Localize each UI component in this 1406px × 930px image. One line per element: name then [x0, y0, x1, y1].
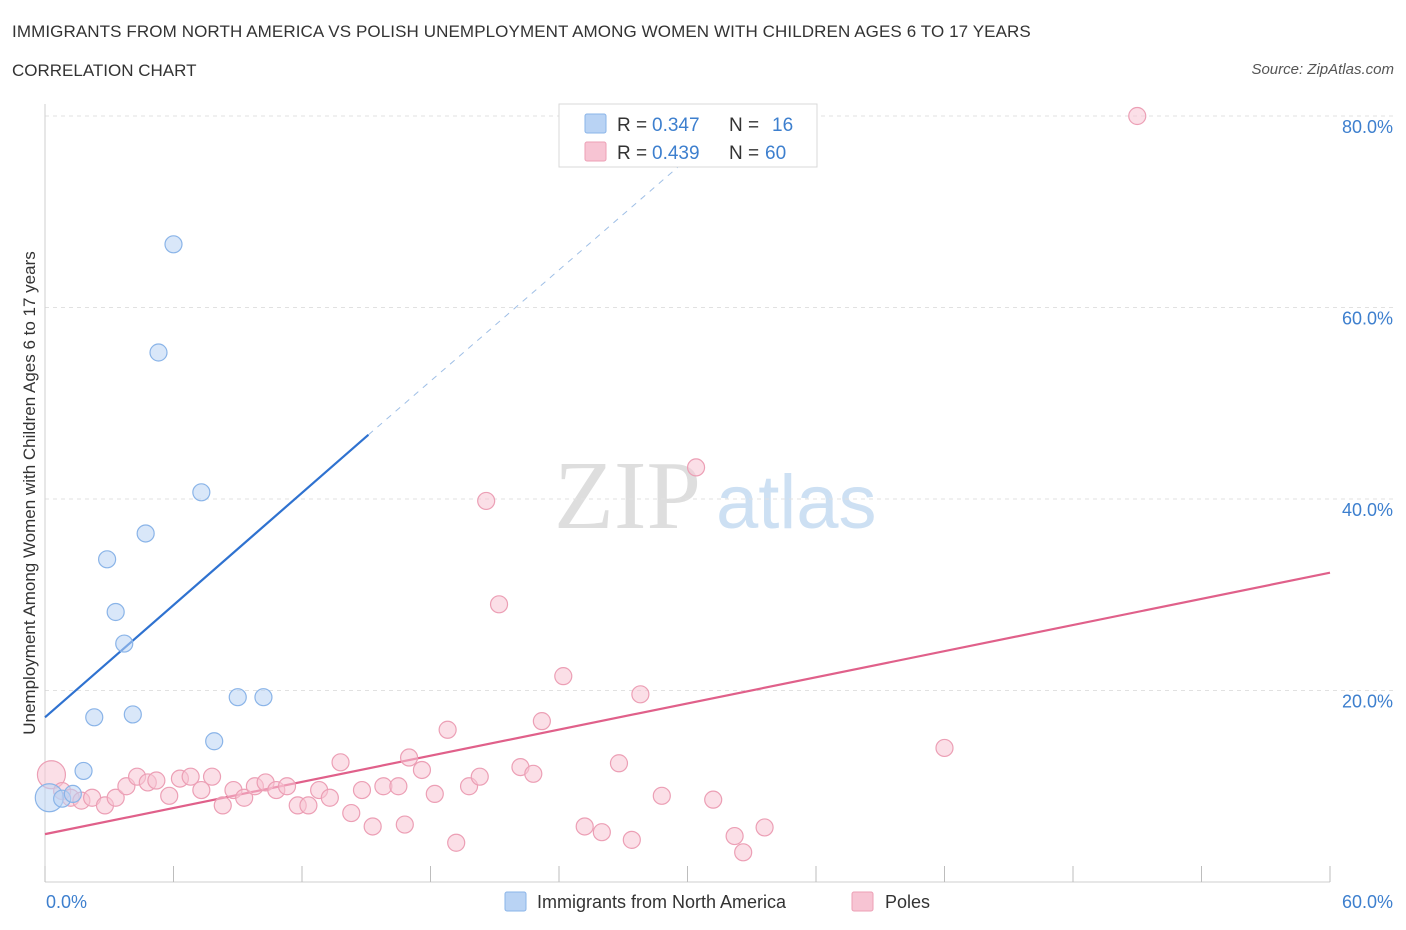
chart-subtitle: CORRELATION CHART — [12, 61, 197, 80]
immigrants-point-9 — [123, 705, 142, 724]
poles-point-23 — [277, 777, 297, 796]
legend-swatch-blue — [584, 113, 607, 134]
poles-point-28 — [331, 753, 350, 772]
y-tick-label-20: 20.0% — [1342, 692, 1393, 712]
stats-legend: R = 0.347 N = 16 R = 0.439 N = 60 — [558, 103, 818, 168]
poles-point-17 — [213, 796, 232, 815]
poles-point-31 — [363, 817, 382, 836]
poles-point-14 — [181, 767, 200, 786]
poles-point-43 — [489, 595, 509, 614]
immigrants-point-7 — [106, 602, 125, 622]
immigrants-point-5 — [85, 708, 104, 727]
y-tick-label-80: 80.0% — [1342, 117, 1393, 137]
poles-point-50 — [609, 754, 629, 773]
immigrants-point-10 — [136, 524, 155, 543]
chart-title: IMMIGRANTS FROM NORTH AMERICA VS POLISH … — [12, 22, 1031, 41]
poles-point-12 — [160, 786, 179, 805]
series-legend-swatch-poles — [851, 891, 874, 912]
poles-point-54 — [686, 458, 706, 477]
trend-line-immigrants — [44, 434, 370, 719]
immigrants-point-13 — [192, 483, 211, 502]
poles-point-34 — [395, 815, 414, 834]
immigrants-point-12 — [164, 235, 183, 254]
poles-point-57 — [734, 843, 753, 862]
series-legend-swatch-immigrants — [504, 891, 527, 912]
poles-point-46 — [532, 712, 551, 731]
poles-point-35 — [399, 748, 419, 767]
poles-point-25 — [299, 796, 318, 815]
poles-point-41 — [470, 767, 489, 786]
poles-point-47 — [554, 667, 573, 686]
poles-point-42 — [477, 491, 496, 511]
poles-point-29 — [342, 803, 361, 823]
poles-point-38 — [438, 720, 457, 739]
legend-r-value-2: 0.439 — [652, 143, 700, 164]
poles-point-36 — [412, 760, 432, 780]
legend-n-value-2: 60 — [765, 143, 786, 164]
poles-point-56 — [725, 826, 744, 846]
x-tick-label-max: 60.0% — [1342, 892, 1393, 912]
watermark: ZIP atlas — [554, 442, 877, 550]
y-axis-title: Unemployment Among Women with Children A… — [20, 251, 39, 735]
series-poles-points — [36, 106, 1147, 862]
gridlines — [45, 115, 1395, 691]
series-legend: Immigrants from North America Poles — [504, 891, 930, 912]
chart-source: Source: ZipAtlas.com — [1251, 61, 1394, 78]
poles-point-53 — [652, 786, 671, 805]
poles-point-11 — [147, 771, 166, 790]
x-tick-label-min: 0.0% — [46, 892, 87, 912]
poles-point-33 — [389, 777, 408, 796]
immigrants-point-14 — [205, 732, 224, 751]
legend-r-label-2: R = — [617, 143, 647, 164]
legend-n-label-1: N = — [729, 115, 759, 136]
poles-point-39 — [447, 833, 466, 852]
poles-point-48 — [575, 817, 594, 836]
poles-point-19 — [235, 788, 254, 807]
poles-point-51 — [622, 830, 641, 849]
legend-r-label-1: R = — [617, 115, 647, 136]
x-ticks — [44, 866, 1331, 882]
immigrants-point-6 — [98, 550, 117, 569]
immigrants-point-11 — [149, 343, 168, 362]
poles-point-55 — [704, 790, 723, 809]
y-tick-label-40: 40.0% — [1342, 500, 1393, 520]
legend-n-value-1: 16 — [772, 115, 793, 136]
series-legend-label-poles: Poles — [885, 892, 930, 912]
legend-n-label-2: N = — [729, 143, 759, 164]
poles-point-16 — [202, 767, 222, 786]
legend-swatch-pink — [584, 141, 607, 162]
poles-point-52 — [631, 685, 650, 704]
immigrants-point-8 — [115, 634, 134, 653]
poles-point-49 — [592, 823, 611, 842]
series-legend-label-immigrants: Immigrants from North America — [537, 892, 787, 912]
poles-point-15 — [192, 780, 211, 800]
poles-point-27 — [320, 788, 339, 807]
y-tick-label-60: 60.0% — [1342, 309, 1393, 329]
immigrants-point-16 — [254, 688, 273, 707]
legend-r-value-1: 0.347 — [652, 115, 700, 136]
poles-point-59 — [935, 738, 954, 758]
poles-point-60 — [1128, 106, 1147, 126]
watermark-atlas: atlas — [716, 460, 877, 545]
immigrants-point-3 — [63, 784, 82, 804]
poles-point-45 — [524, 764, 543, 783]
poles-point-37 — [425, 784, 444, 804]
y-tick-labels: 20.0% 40.0% 60.0% 80.0% — [1342, 117, 1393, 712]
watermark-zip: ZIP — [554, 442, 701, 550]
immigrants-point-4 — [74, 761, 93, 781]
immigrants-point-15 — [228, 688, 247, 707]
series-immigrants-points — [34, 235, 273, 813]
poles-point-7 — [106, 788, 125, 807]
trend-line-immigrants-extension — [368, 149, 699, 436]
poles-point-30 — [352, 780, 372, 800]
poles-point-58 — [755, 818, 774, 837]
